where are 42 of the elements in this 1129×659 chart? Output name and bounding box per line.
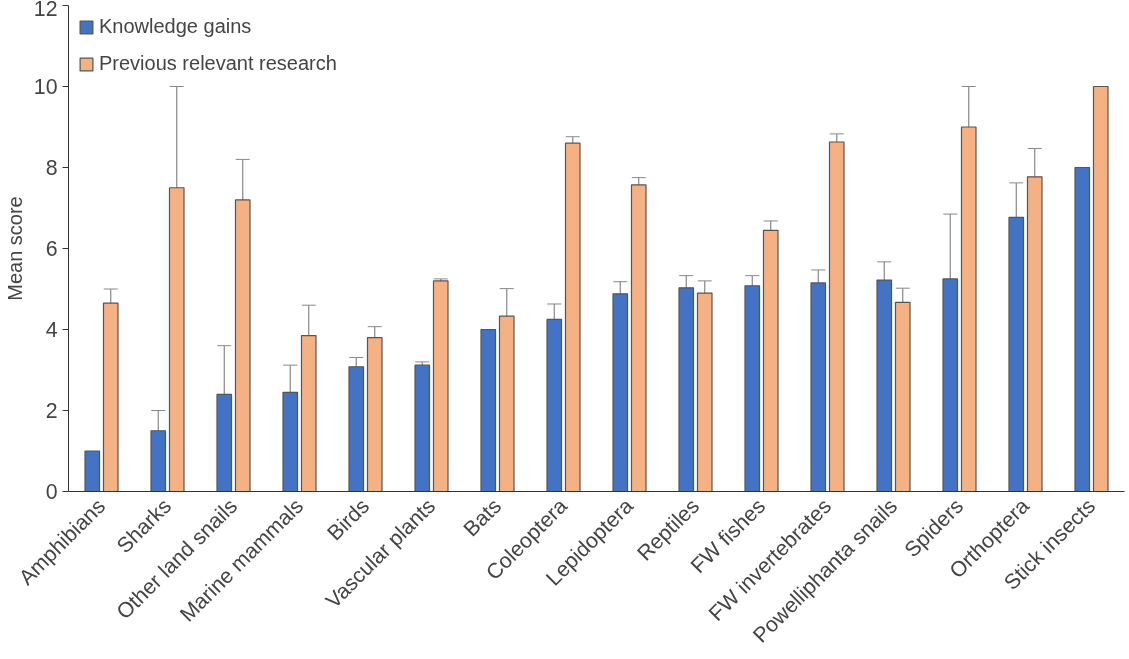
legend-label: Knowledge gains (99, 15, 252, 38)
bar (1008, 216, 1025, 492)
bar (828, 141, 845, 492)
bar (432, 280, 449, 492)
bar (744, 285, 761, 492)
bar (366, 337, 383, 492)
bar (1026, 176, 1043, 492)
bar (234, 199, 251, 492)
bar (942, 278, 959, 492)
bar (102, 302, 119, 492)
bar (678, 287, 695, 492)
bar (696, 292, 713, 492)
y-axis-title: Mean score (3, 196, 26, 301)
bar (612, 293, 629, 492)
bar (876, 279, 893, 492)
y-tick-label: 12 (33, 0, 58, 21)
bar (630, 184, 647, 492)
y-tick-label: 6 (45, 237, 58, 261)
bar (564, 142, 581, 492)
bar (960, 126, 977, 492)
y-tick-label: 4 (45, 318, 58, 342)
bar (480, 328, 497, 492)
legend-label: Previous relevant research (99, 52, 337, 75)
y-tick-label: 10 (33, 75, 58, 99)
bar (348, 366, 365, 492)
bar (1074, 166, 1091, 492)
bar (414, 364, 431, 492)
bar (84, 450, 101, 492)
bar (1092, 85, 1109, 492)
y-tick-label: 2 (45, 399, 58, 423)
bar (762, 229, 779, 492)
bar (150, 430, 167, 492)
bar (216, 393, 233, 492)
bar (300, 334, 317, 492)
bar (894, 301, 911, 492)
y-tick-label: 0 (45, 480, 58, 504)
bar (282, 391, 299, 492)
bar (498, 315, 515, 492)
bar (168, 187, 185, 492)
bar (810, 282, 827, 492)
y-tick-label: 8 (45, 156, 58, 180)
bar (546, 318, 563, 492)
